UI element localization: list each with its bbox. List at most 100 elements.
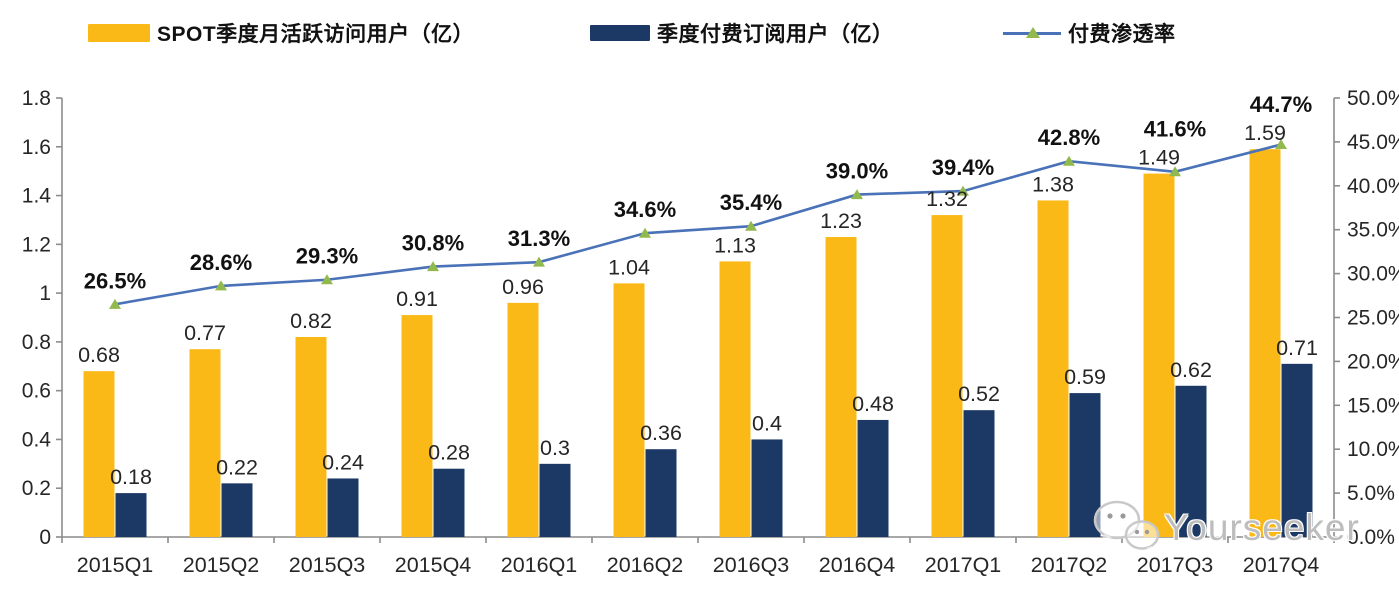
right-axis-tick-label: 25.0% — [1347, 307, 1399, 330]
x-axis-category-label: 2015Q2 — [183, 553, 260, 577]
legend-item-subs: 季度付费订阅用户（亿） — [590, 18, 894, 48]
right-axis-tick-label: 5.0% — [1347, 482, 1395, 505]
mau-bar — [1037, 200, 1069, 537]
left-axis-tick-label: 0.4 — [22, 428, 52, 451]
mau-bar — [189, 349, 221, 537]
mau-value-label: 0.68 — [78, 343, 120, 367]
penetration-marker — [639, 227, 651, 238]
mau-value-label: 1.32 — [926, 187, 968, 211]
x-axis-category-label: 2016Q3 — [713, 553, 790, 577]
mau-bar — [931, 215, 963, 538]
subs-bar — [327, 478, 359, 537]
subs-bar — [221, 483, 253, 537]
subs-value-label: 0.48 — [852, 392, 894, 416]
mau-bar — [507, 302, 539, 537]
subs-bar — [963, 410, 995, 537]
mau-value-label: 0.91 — [396, 287, 438, 311]
subs-value-label: 0.3 — [540, 436, 570, 460]
mau-legend-label: SPOT季度月活跃访问用户（亿） — [157, 23, 475, 46]
penetration-pct-label: 31.3% — [508, 226, 570, 251]
penetration-marker — [745, 220, 757, 231]
penetration-marker — [533, 256, 545, 267]
penetration-pct-label: 26.5% — [84, 268, 146, 293]
subs-bar — [1175, 385, 1207, 537]
x-axis-category-label: 2017Q1 — [925, 553, 1002, 577]
mau-bar — [719, 261, 751, 537]
x-axis-category-label: 2017Q4 — [1243, 553, 1320, 577]
penetration-pct-label: 34.6% — [614, 197, 676, 222]
right-axis-tick-label: 15.0% — [1347, 394, 1399, 417]
mau-value-label: 1.13 — [714, 233, 756, 257]
subs-value-label: 0.24 — [322, 450, 364, 474]
penetration-pct-label: 28.6% — [190, 250, 252, 275]
penetration-marker — [321, 274, 333, 285]
right-axis-tick-label: 30.0% — [1347, 263, 1399, 286]
left-axis-tick-label: 1 — [39, 282, 51, 305]
mau-bar — [295, 337, 327, 537]
subs-value-label: 0.59 — [1064, 365, 1106, 389]
x-axis-category-label: 2015Q1 — [77, 553, 154, 577]
mau-bar — [401, 315, 433, 537]
left-axis-tick-label: 1.8 — [22, 87, 51, 110]
subs-legend-swatch — [590, 25, 650, 41]
subs-value-label: 0.36 — [640, 421, 682, 445]
right-axis-tick-label: 35.0% — [1347, 219, 1399, 242]
subs-value-label: 0.22 — [216, 455, 258, 479]
penetration-legend-swatch — [1003, 25, 1061, 41]
penetration-pct-label: 29.3% — [296, 244, 358, 269]
mau-legend-swatch — [88, 24, 150, 42]
penetration-pct-label: 35.4% — [720, 190, 782, 215]
penetration-marker — [215, 280, 227, 291]
right-axis-tick-label: 45.0% — [1347, 131, 1399, 154]
penetration-pct-label: 41.6% — [1144, 117, 1206, 142]
penetration-marker — [957, 185, 969, 196]
mau-bar — [83, 371, 115, 537]
mau-value-label: 1.04 — [608, 255, 650, 279]
penetration-marker — [109, 298, 121, 309]
x-axis-category-label: 2015Q3 — [289, 553, 366, 577]
legend-item-mau: SPOT季度月活跃访问用户（亿） — [88, 18, 474, 48]
penetration-pct-label: 42.8% — [1038, 125, 1100, 150]
x-axis-category-label: 2017Q3 — [1137, 553, 1214, 577]
mau-bar — [825, 237, 857, 537]
penetration-pct-label: 30.8% — [402, 231, 464, 256]
left-axis-tick-label: 0.6 — [22, 380, 51, 403]
left-axis-tick-label: 1.4 — [22, 185, 52, 208]
x-axis-category-label: 2016Q2 — [607, 553, 684, 577]
x-axis-category-label: 2016Q1 — [501, 553, 578, 577]
subs-bar — [539, 463, 571, 537]
x-axis-category-label: 2017Q2 — [1031, 553, 1108, 577]
subs-value-label: 0.4 — [752, 411, 782, 435]
subs-bar — [1281, 363, 1313, 537]
left-axis-tick-label: 1.6 — [22, 136, 51, 159]
subs-bar — [751, 439, 783, 537]
subs-value-label: 0.18 — [110, 465, 152, 489]
right-axis-tick-label: 20.0% — [1347, 350, 1399, 373]
subs-bar — [1069, 393, 1101, 537]
right-axis-tick-label: 40.0% — [1347, 175, 1399, 198]
legend-triangle-marker-icon — [1026, 27, 1040, 38]
penetration-pct-label: 44.7% — [1250, 92, 1312, 117]
mau-value-label: 0.82 — [290, 309, 332, 333]
left-axis-tick-label: 0.8 — [22, 331, 51, 354]
subs-bar — [433, 468, 465, 537]
penetration-line — [114, 143, 1282, 306]
mau-value-label: 1.59 — [1244, 121, 1286, 145]
penetration-marker — [1063, 155, 1075, 166]
mau-value-label: 1.38 — [1032, 172, 1074, 196]
left-axis-tick-label: 0 — [39, 526, 51, 549]
x-axis-category-label: 2016Q4 — [819, 553, 896, 577]
mau-value-label: 0.77 — [184, 321, 226, 345]
penetration-pct-label: 39.0% — [826, 159, 888, 184]
subs-value-label: 0.28 — [428, 441, 470, 465]
subs-value-label: 0.71 — [1276, 336, 1318, 360]
penetration-marker — [1169, 166, 1181, 177]
subs-bar — [115, 493, 147, 537]
right-axis-tick-label: 0.0% — [1347, 526, 1395, 549]
mau-value-label: 1.23 — [820, 209, 862, 233]
subs-bar — [645, 449, 677, 537]
penetration-legend-label: 付费渗透率 — [1068, 23, 1176, 46]
penetration-marker — [851, 189, 863, 200]
penetration-marker — [1275, 139, 1287, 150]
